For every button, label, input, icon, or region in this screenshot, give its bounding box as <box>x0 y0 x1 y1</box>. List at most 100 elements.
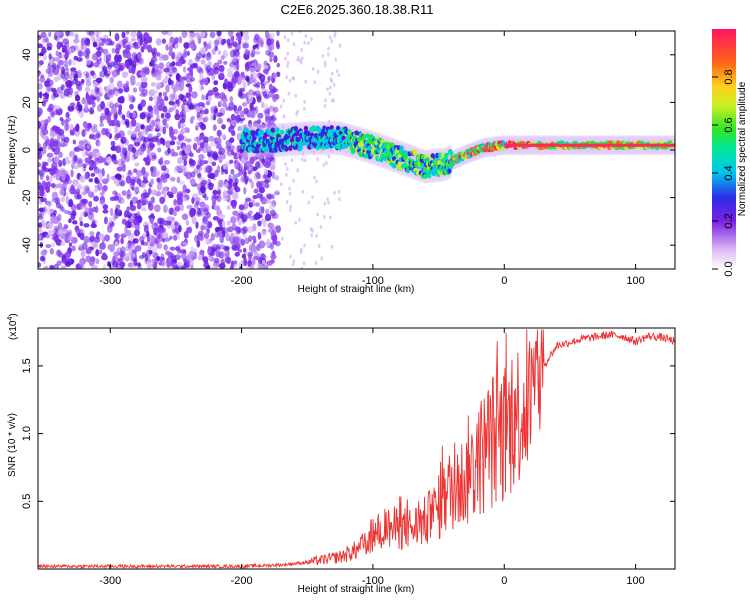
noise-dot <box>129 103 134 110</box>
signal-core <box>609 143 613 147</box>
noise-dot <box>98 176 103 182</box>
noise-dot <box>92 148 100 154</box>
noise-dot <box>189 178 196 185</box>
noise-dot <box>148 200 152 208</box>
noise-dot <box>206 228 210 234</box>
noise-dot <box>60 70 66 79</box>
noise-dot <box>241 228 246 235</box>
noise-dot <box>264 213 272 222</box>
signal-core <box>595 143 599 147</box>
noise-dot <box>164 75 169 83</box>
noise-dot <box>205 100 211 106</box>
noise-dot <box>252 223 257 232</box>
noise-dot <box>160 112 165 119</box>
noise-dot <box>152 136 157 142</box>
noise-dot <box>197 173 202 178</box>
signal-dot <box>259 129 265 135</box>
noise-dot <box>125 60 130 70</box>
noise-dot <box>102 209 109 214</box>
noise-dot <box>242 31 249 36</box>
noise-dot <box>149 119 156 127</box>
noise-dot <box>151 189 158 196</box>
noise-dot <box>270 160 276 166</box>
colorbar-tick-label: 0.6 <box>723 117 735 132</box>
noise-dot <box>175 73 181 82</box>
signal-dot <box>293 125 299 132</box>
signal-core <box>559 143 563 147</box>
noise-dot <box>92 41 98 48</box>
signal-dot <box>423 173 428 179</box>
noise-dot <box>151 258 158 264</box>
signal-core <box>641 143 645 147</box>
noise-dot <box>233 191 239 200</box>
noise-dot <box>99 199 106 206</box>
noise-dot <box>180 95 187 102</box>
noise-dot <box>212 86 219 93</box>
noise-dot <box>60 265 67 269</box>
noise-dot <box>274 191 280 196</box>
noise-dot <box>260 263 268 269</box>
noise-dot <box>222 190 230 199</box>
noise-dot <box>156 52 161 57</box>
noise-dot <box>45 234 51 239</box>
noise-dot <box>230 113 236 121</box>
signal-dot <box>243 127 249 134</box>
sparse-noise-dot <box>330 79 334 84</box>
sparse-noise-dot <box>320 256 323 261</box>
noise-dot <box>150 178 155 185</box>
sparse-noise-dot <box>296 57 299 62</box>
noise-dot <box>98 91 103 97</box>
noise-dot <box>119 150 125 158</box>
noise-dot <box>188 41 196 49</box>
sparse-noise-dot <box>285 172 288 177</box>
noise-dot <box>257 231 261 240</box>
noise-dot <box>140 76 148 83</box>
noise-dot <box>75 123 80 132</box>
noise-dot <box>162 105 168 113</box>
noise-dot <box>251 156 256 162</box>
signal-core <box>505 143 509 147</box>
noise-dot <box>149 61 153 67</box>
noise-dot <box>46 84 52 92</box>
sparse-noise-dot <box>303 158 307 163</box>
noise-dot <box>73 179 78 187</box>
noise-dot <box>136 215 142 223</box>
signal-core <box>617 143 621 147</box>
sparse-noise-dot <box>335 69 339 74</box>
noise-dot <box>57 252 64 258</box>
noise-dot <box>212 113 217 121</box>
noise-dot <box>203 136 209 145</box>
signal-dot <box>399 145 404 151</box>
noise-dot <box>223 245 230 251</box>
noise-dot <box>82 121 88 128</box>
signal-core <box>507 143 511 147</box>
sparse-noise-dot <box>283 35 287 40</box>
noise-dot <box>241 102 247 107</box>
noise-dot <box>197 102 205 107</box>
noise-dot <box>80 79 85 84</box>
noise-dot <box>75 188 81 195</box>
noise-dot <box>243 175 250 183</box>
noise-dot <box>211 246 216 254</box>
noise-dot <box>107 64 113 70</box>
noise-dot <box>195 221 199 229</box>
noise-dot <box>229 159 234 164</box>
noise-dot <box>112 260 119 268</box>
noise-dot <box>251 48 256 56</box>
noise-dot <box>256 119 262 125</box>
noise-dot <box>57 59 64 66</box>
noise-dot <box>170 223 176 231</box>
signal-core <box>660 143 664 147</box>
noise-dot <box>191 216 197 225</box>
noise-dot <box>169 176 176 182</box>
signal-core <box>523 143 527 147</box>
noise-dot <box>169 79 174 86</box>
noise-dot <box>252 72 259 79</box>
noise-dot <box>265 115 270 121</box>
signal-core <box>608 143 612 147</box>
noise-dot <box>177 249 183 254</box>
noise-dot <box>90 125 98 133</box>
noise-dot <box>142 179 149 184</box>
noise-dot <box>222 50 228 59</box>
sparse-noise-dot <box>292 42 296 47</box>
